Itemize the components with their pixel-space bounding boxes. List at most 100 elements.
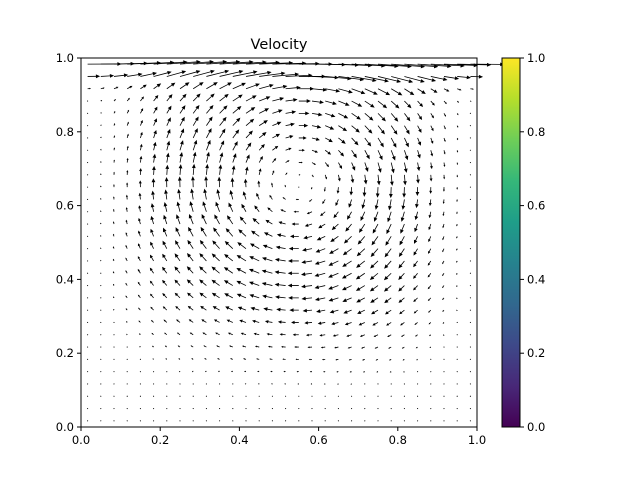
velocity-arrow [212, 240, 220, 249]
velocity-arrow [266, 332, 273, 336]
velocity-arrow [274, 282, 286, 287]
velocity-arrow [275, 295, 286, 300]
velocity-arrow [152, 141, 157, 151]
velocity-arrow [126, 182, 129, 188]
velocity-arrow [179, 116, 185, 126]
velocity-arrow [87, 186, 89, 188]
velocity-arrow [139, 358, 141, 360]
velocity-arrow [272, 109, 283, 114]
velocity-arrow [140, 60, 175, 65]
velocity-arrow [404, 113, 411, 122]
velocity-arrow [219, 407, 221, 410]
velocity-arrow [357, 309, 365, 314]
velocity-arrow [383, 272, 392, 281]
velocity-arrow [383, 285, 392, 292]
velocity-arrow [166, 70, 187, 77]
velocity-arrow [298, 174, 301, 176]
velocity-arrow [364, 162, 369, 172]
velocity-arrow [100, 87, 105, 90]
velocity-arrow [100, 321, 102, 324]
velocity-arrow [165, 164, 170, 175]
velocity-arrow [456, 162, 459, 166]
velocity-arrow [428, 223, 432, 231]
velocity-arrow [308, 358, 313, 361]
velocity-arrow [203, 188, 208, 200]
velocity-arrow [192, 383, 194, 385]
velocity-arrow [245, 107, 256, 114]
velocity-arrow [285, 85, 301, 90]
velocity-arrow [403, 395, 405, 397]
velocity-arrow [292, 333, 299, 337]
velocity-arrow [328, 297, 339, 302]
velocity-arrow [314, 272, 326, 277]
velocity-arrow [178, 358, 181, 360]
velocity-arrow [469, 334, 471, 336]
velocity-arrow [374, 346, 379, 349]
velocity-arrow [288, 259, 299, 263]
velocity-arrow [100, 383, 102, 385]
velocity-arrow [414, 322, 418, 325]
velocity-arrow [274, 258, 286, 262]
velocity-arrow [164, 332, 168, 336]
velocity-arrow [285, 122, 295, 127]
velocity-arrow [205, 420, 207, 422]
velocity-arrow [369, 285, 379, 292]
velocity-arrow [370, 297, 379, 303]
velocity-arrow [272, 133, 281, 139]
x-tick-label: 0.4 [230, 433, 248, 447]
velocity-arrow [267, 345, 273, 348]
velocity-arrow [443, 383, 445, 385]
velocity-arrow [149, 280, 154, 286]
velocity-arrow [219, 383, 221, 385]
velocity-arrow [417, 395, 419, 397]
velocity-arrow [166, 383, 168, 385]
velocity-arrow [245, 118, 255, 126]
velocity-arrow [140, 84, 147, 90]
velocity-arrow [324, 395, 326, 397]
velocity-arrow [125, 194, 128, 200]
velocity-arrow [100, 371, 102, 373]
velocity-arrow [87, 260, 89, 262]
velocity-arrow [126, 321, 128, 323]
velocity-arrow [87, 358, 89, 360]
velocity-arrow [469, 235, 471, 237]
velocity-arrow [364, 137, 372, 147]
velocity-arrow [162, 306, 168, 311]
velocity-arrow [186, 279, 194, 286]
velocity-arrow [239, 216, 247, 225]
colorbar-tick-label: 0.2 [527, 346, 545, 360]
velocity-arrow [179, 407, 181, 410]
velocity-arrow [126, 383, 128, 385]
velocity-arrow [201, 319, 207, 323]
velocity-arrow [324, 407, 326, 410]
velocity-arrow [100, 222, 102, 225]
velocity-arrow [443, 162, 446, 168]
velocity-arrow [215, 201, 220, 212]
velocity-arrow [219, 70, 244, 77]
velocity-arrow [138, 192, 142, 200]
velocity-arrow [314, 260, 326, 265]
velocity-arrow [153, 118, 158, 126]
velocity-arrow [232, 383, 234, 385]
velocity-arrow [249, 294, 260, 299]
velocity-arrow [400, 322, 405, 326]
velocity-arrow [126, 371, 128, 373]
velocity-arrow [200, 305, 207, 311]
velocity-arrow [87, 235, 89, 237]
velocity-arrow [127, 85, 133, 90]
velocity-arrow [351, 407, 353, 410]
velocity-arrow [257, 180, 261, 188]
velocity-arrow [206, 128, 212, 139]
velocity-arrow [442, 248, 445, 253]
velocity-arrow [113, 98, 116, 102]
velocity-arrow [229, 189, 234, 200]
velocity-arrow [417, 137, 422, 146]
velocity-arrow [320, 211, 326, 217]
velocity-arrow [370, 248, 379, 257]
velocity-arrow [164, 345, 168, 348]
velocity-arrow [211, 292, 220, 299]
velocity-arrow [324, 149, 332, 155]
velocity-arrow [126, 407, 128, 410]
velocity-arrow [179, 383, 181, 385]
velocity-arrow [206, 69, 230, 77]
